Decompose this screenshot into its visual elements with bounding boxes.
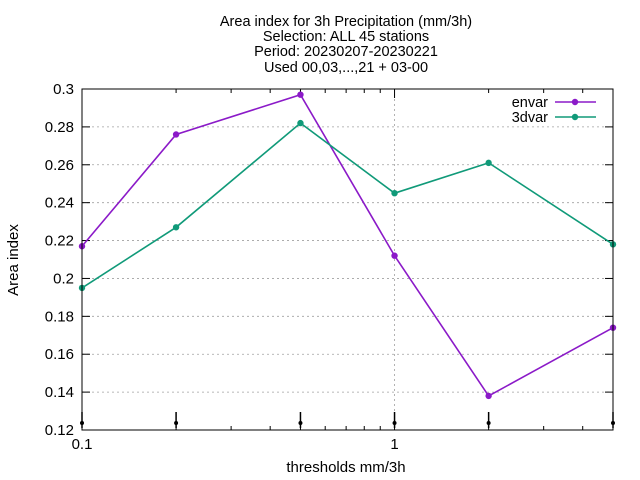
series-line-envar (81, 93, 614, 397)
y-tick-label: 0.3 (53, 81, 74, 98)
x-tick-label: 1 (390, 436, 398, 453)
data-point-3dvar (172, 224, 180, 231)
y-tick-labels: 0.12 0.14 0.16 0.18 0.2 0.22 0.24 0.26 0.28 0.3 (45, 81, 74, 439)
tick-marks (80, 88, 615, 431)
threshold-marker-dot (486, 421, 491, 425)
y-tick-label: 0.24 (45, 195, 74, 212)
data-point-envar (485, 392, 492, 400)
data-point-3dvar (485, 159, 492, 167)
threshold-marker-dot (298, 421, 303, 425)
legend-marker-envar (571, 98, 579, 106)
data-point-envar (297, 91, 304, 98)
y-axis-label: Area index (5, 224, 22, 296)
series-group (78, 91, 617, 400)
x-axis-label: thresholds mm/3h (286, 459, 405, 476)
grid (82, 89, 613, 430)
title-line-2: Selection: ALL 45 stations (263, 29, 429, 45)
y-tick-label: 0.16 (45, 346, 74, 363)
y-tick-label: 0.2 (53, 270, 74, 287)
data-point-envar (391, 252, 398, 259)
data-point-envar (172, 131, 180, 138)
title-line-1: Area index for 3h Precipitation (mm/3h) (220, 14, 472, 30)
series-line-3dvar (81, 122, 614, 289)
title-line-3: Period: 20230207-20230221 (254, 44, 438, 60)
threshold-marker-dot (392, 421, 397, 425)
y-tick-label: 0.18 (45, 308, 74, 325)
y-tick-label: 0.12 (45, 422, 74, 439)
threshold-marker-dot (174, 421, 179, 425)
legend-label-envar: envar (512, 95, 548, 111)
y-tick-label: 0.22 (45, 233, 74, 250)
y-tick-label: 0.28 (45, 119, 74, 136)
x-tick-label: 0.1 (72, 436, 93, 453)
legend-label-3dvar: 3dvar (512, 110, 548, 126)
y-tick-label: 0.26 (45, 157, 74, 174)
legend-marker-3dvar (571, 113, 579, 121)
title-line-4: Used 00,03,...,21 + 03-00 (264, 60, 428, 76)
chart-title: Area index for 3h Precipitation (mm/3h) … (220, 14, 472, 76)
data-point-3dvar (297, 119, 304, 127)
data-point-3dvar (391, 189, 398, 197)
x-tick-labels: 0.1 1 (72, 436, 399, 453)
plot-frame (81, 88, 614, 431)
y-tick-label: 0.14 (45, 384, 74, 401)
